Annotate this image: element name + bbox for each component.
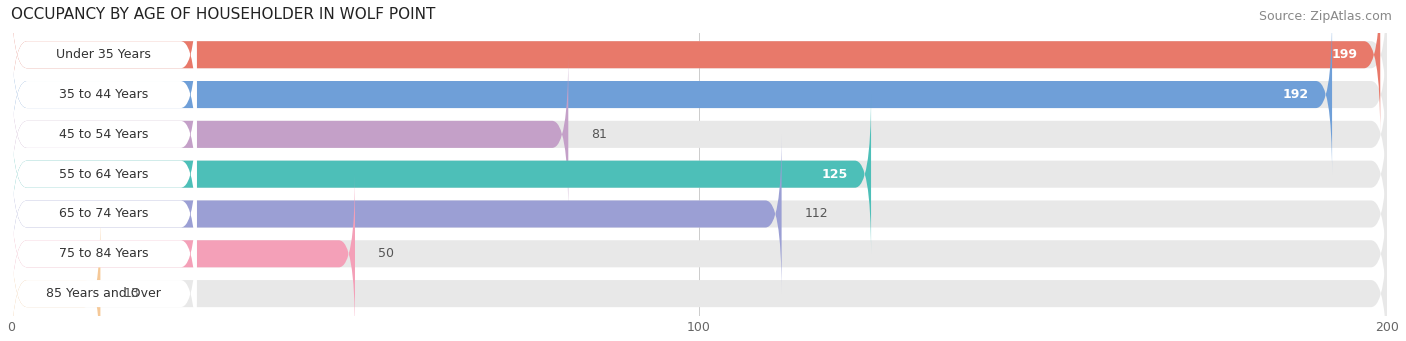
Text: 192: 192 <box>1282 88 1309 101</box>
FancyBboxPatch shape <box>11 55 197 214</box>
Text: 125: 125 <box>823 168 848 181</box>
Text: 112: 112 <box>804 207 828 221</box>
Text: Under 35 Years: Under 35 Years <box>56 48 152 61</box>
FancyBboxPatch shape <box>11 15 1388 174</box>
FancyBboxPatch shape <box>11 94 872 254</box>
FancyBboxPatch shape <box>11 174 354 333</box>
FancyBboxPatch shape <box>11 134 1388 294</box>
FancyBboxPatch shape <box>11 174 1388 333</box>
Text: 75 to 84 Years: 75 to 84 Years <box>59 247 149 260</box>
FancyBboxPatch shape <box>11 134 197 294</box>
FancyBboxPatch shape <box>11 94 1388 254</box>
FancyBboxPatch shape <box>11 0 1388 134</box>
FancyBboxPatch shape <box>11 94 197 254</box>
Text: 85 Years and Over: 85 Years and Over <box>46 287 162 300</box>
FancyBboxPatch shape <box>11 0 197 134</box>
Text: 13: 13 <box>124 287 139 300</box>
FancyBboxPatch shape <box>11 55 568 214</box>
Text: 65 to 74 Years: 65 to 74 Years <box>59 207 149 221</box>
FancyBboxPatch shape <box>11 134 782 294</box>
Text: 45 to 54 Years: 45 to 54 Years <box>59 128 149 141</box>
Text: 81: 81 <box>592 128 607 141</box>
FancyBboxPatch shape <box>11 214 1388 341</box>
FancyBboxPatch shape <box>11 214 100 341</box>
FancyBboxPatch shape <box>11 55 1388 214</box>
Text: 35 to 44 Years: 35 to 44 Years <box>59 88 149 101</box>
FancyBboxPatch shape <box>11 0 1381 134</box>
Text: OCCUPANCY BY AGE OF HOUSEHOLDER IN WOLF POINT: OCCUPANCY BY AGE OF HOUSEHOLDER IN WOLF … <box>11 7 436 22</box>
FancyBboxPatch shape <box>11 214 197 341</box>
Text: 55 to 64 Years: 55 to 64 Years <box>59 168 149 181</box>
Text: 199: 199 <box>1331 48 1357 61</box>
Text: 50: 50 <box>378 247 394 260</box>
FancyBboxPatch shape <box>11 15 197 174</box>
FancyBboxPatch shape <box>11 15 1331 174</box>
FancyBboxPatch shape <box>11 174 197 333</box>
Text: Source: ZipAtlas.com: Source: ZipAtlas.com <box>1258 10 1392 23</box>
